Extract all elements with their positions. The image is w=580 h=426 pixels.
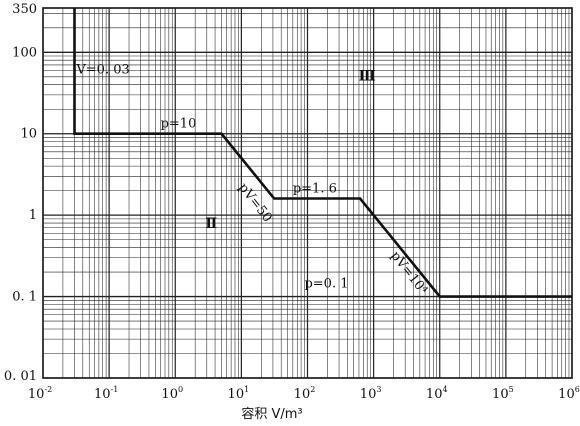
x-tick-label: 10-2 (28, 385, 52, 402)
y-tick-label: 100 (12, 45, 37, 60)
chart-grid (42, 7, 573, 379)
x-tick-label: 102 (294, 385, 316, 402)
region-label: Ⅲ (359, 69, 376, 85)
x-tick-exponent: 3 (376, 385, 381, 394)
x-tick-label: 105 (492, 385, 514, 402)
curve-annotation: p=10 (161, 116, 197, 131)
series-line-0 (73, 8, 572, 298)
x-tick-exponent: 5 (509, 385, 514, 394)
x-tick-label: 103 (360, 385, 382, 402)
tick-labels: 10-2 10-1 100 101 102 103 104 105 1063501001010.… (4, 2, 580, 402)
x-tick-exponent: 1 (244, 385, 249, 394)
x-tick-exponent: 4 (442, 385, 447, 394)
x-tick-label: 100 (161, 385, 183, 402)
x-tick-exponent: -1 (111, 385, 119, 394)
x-tick-exponent: 2 (310, 385, 315, 394)
x-tick-exponent: 6 (575, 385, 580, 394)
x-tick-label: 101 (228, 385, 250, 402)
curve-annotation: p=1. 6 (293, 181, 337, 196)
y-tick-label: 0. 01 (4, 369, 37, 384)
x-axis-label: 容积 V/m³ (241, 406, 302, 422)
x-tick-label: 104 (426, 385, 448, 402)
series-layer (73, 8, 572, 298)
y-tick-label: 1 (29, 208, 37, 223)
x-tick-label: 106 (558, 385, 580, 402)
curve-annotation: V=0. 03 (75, 62, 129, 77)
y-tick-label: 350 (12, 2, 37, 17)
y-tick-label: 0. 1 (12, 290, 37, 305)
x-tick-exponent: -2 (44, 385, 52, 394)
x-tick-label: 10-1 (94, 385, 118, 402)
region-label: Ⅱ (205, 216, 217, 232)
curve-annotation: p=0. 1 (304, 276, 348, 291)
x-tick-exponent: 0 (178, 385, 183, 394)
y-tick-label: 10 (20, 127, 37, 142)
